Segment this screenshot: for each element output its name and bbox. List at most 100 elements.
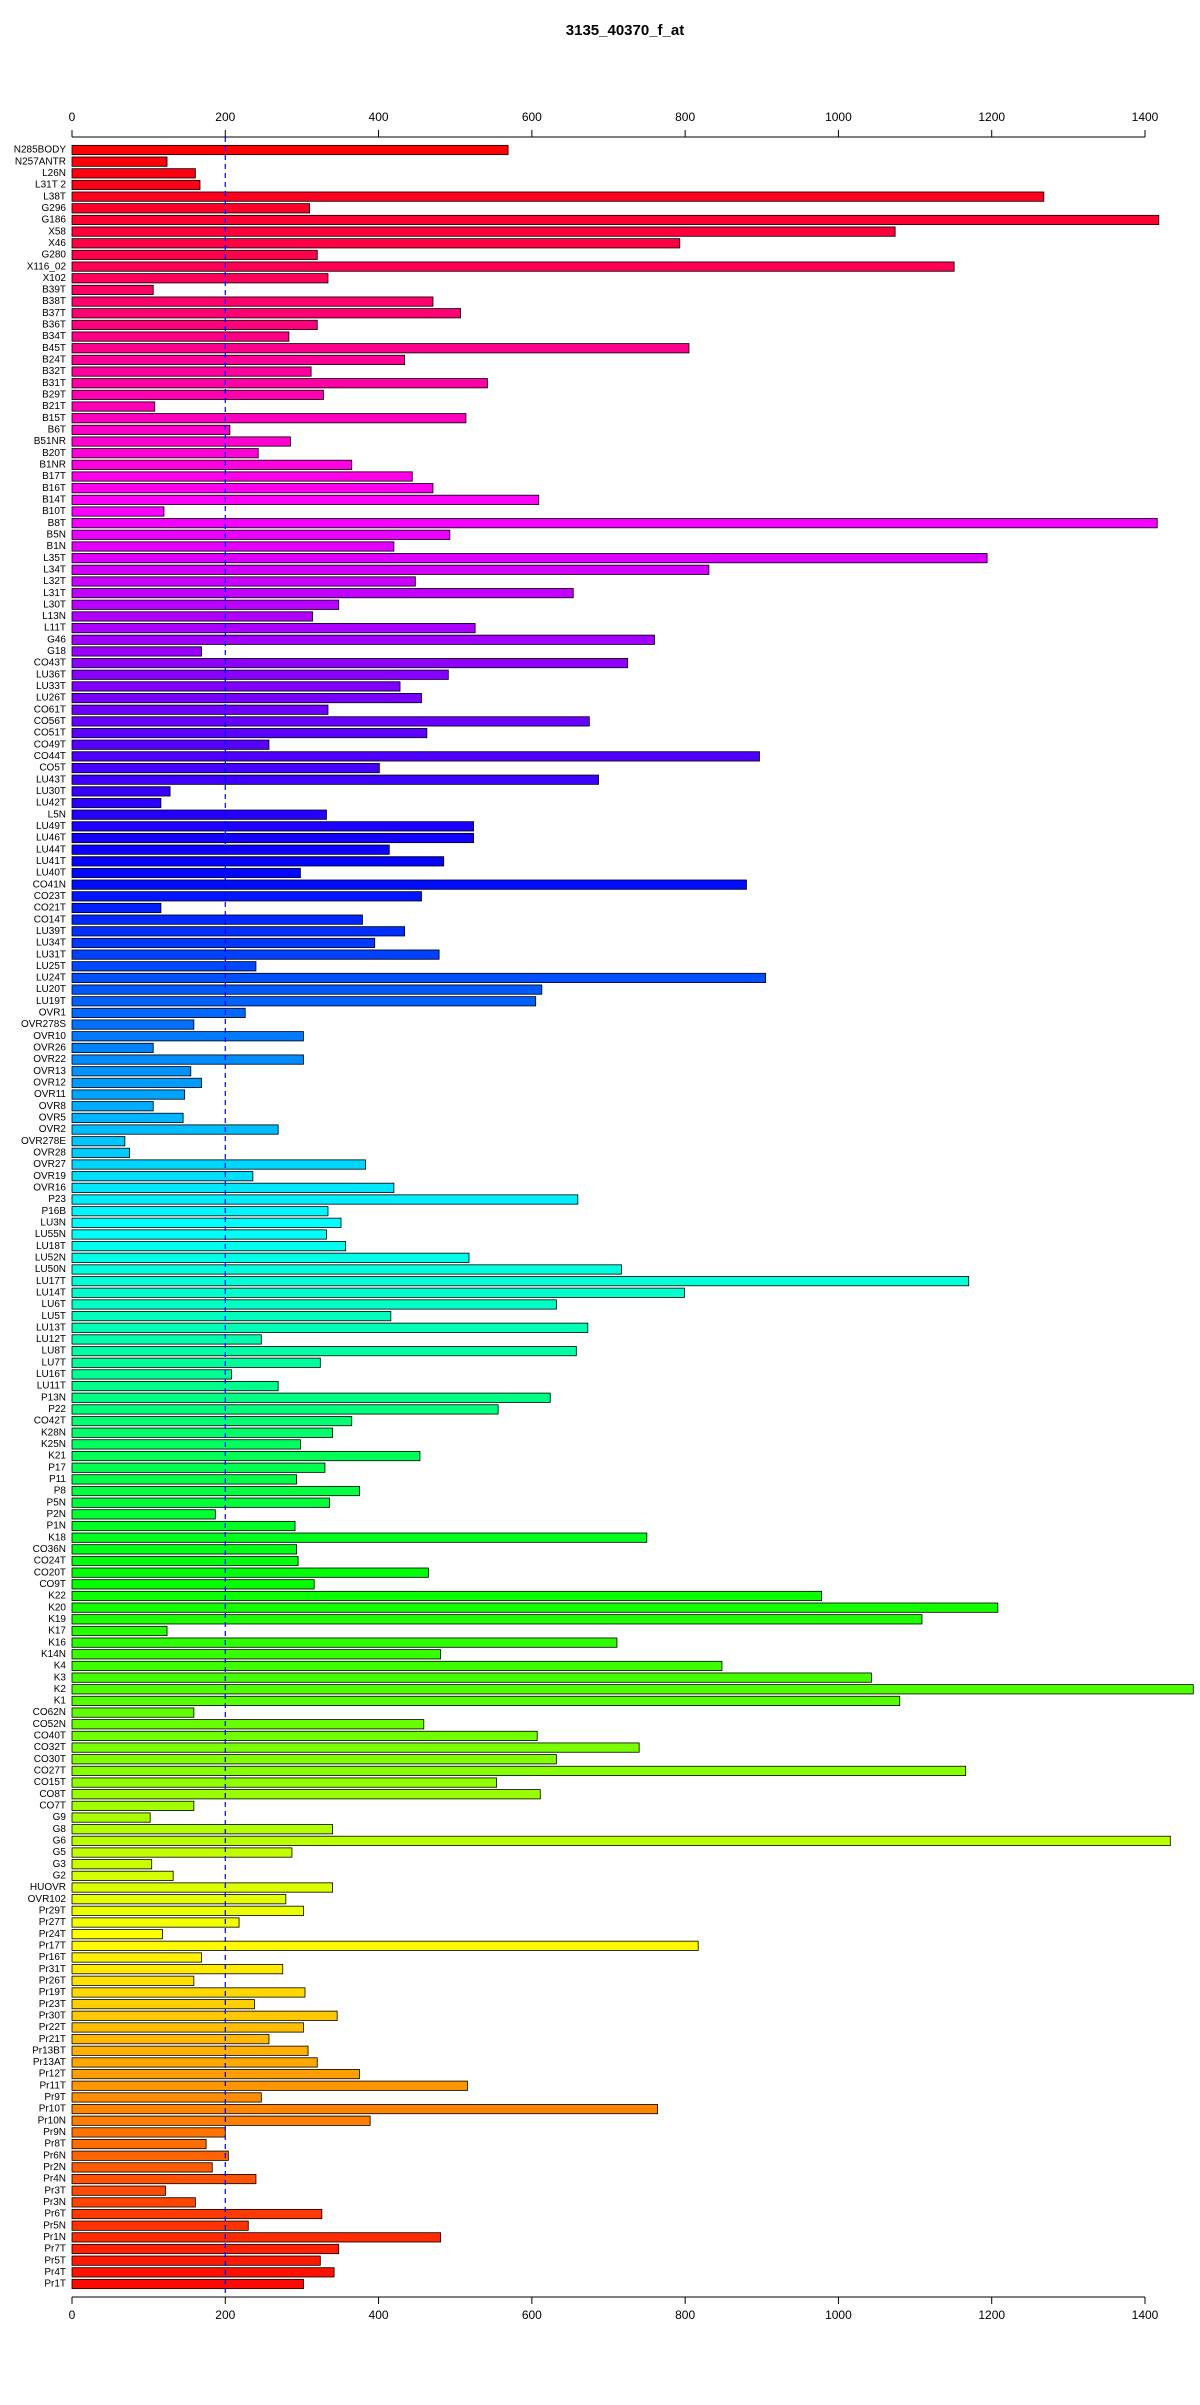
bar [71,1579,315,1590]
bar [71,996,537,1007]
bar [71,1194,579,1205]
bar [71,856,445,867]
bar [71,1765,967,1776]
bar [71,1182,395,1193]
bar [71,809,327,820]
bar [71,1462,326,1473]
bar [71,343,690,354]
y-tick-label: CO21T [34,903,66,914]
bar [71,902,162,914]
bar [71,1567,429,1578]
y-tick-label: LU31T [36,949,66,960]
y-tick-label: P16B [42,1206,67,1217]
y-tick-label: P23 [48,1194,66,1205]
y-tick-label: LU20T [36,984,66,995]
y-tick-label: Pr27T [39,1917,66,1928]
y-tick-label: L35T [43,553,66,564]
bar [71,1474,297,1485]
bar [71,1299,557,1310]
bar [71,1381,279,1392]
bar [71,1077,202,1088]
bar [71,1019,195,1030]
bar [71,261,955,272]
y-tick-label: CO23T [34,891,66,902]
y-tick-label: L34T [43,564,66,575]
bar [71,2092,262,2103]
bar [71,1509,216,1520]
y-tick-label: L31T 2 [35,180,66,191]
y-tick-label: P8 [54,1486,67,1497]
y-tick-label: LU5T [42,1311,66,1322]
bar [71,1287,685,1298]
y-tick-label: OVR102 [28,1894,67,1905]
y-tick-label: K1 [54,1696,67,1707]
bar [71,1742,640,1753]
y-tick-label: OVR2 [39,1124,67,1135]
y-tick-label: Pr30T [39,2010,66,2021]
x-tick-label: 1000 [825,2308,852,2322]
y-tick-label: CO5T [39,763,66,774]
y-tick-label: Pr7T [44,2244,66,2255]
bar [71,203,310,214]
y-tick-label: LU8T [42,1346,66,1357]
y-tick-label: LU40T [36,868,66,879]
bar [71,1229,327,1240]
bar [71,2185,166,2196]
y-tick-label: B34T [42,331,66,342]
y-tick-label: CO14T [34,914,66,925]
y-tick-label: L13N [42,611,66,622]
bar [71,471,413,482]
y-tick-label: P13N [41,1392,66,1403]
bar [71,494,540,505]
y-tick-label: B15T [42,413,66,424]
y-tick-label: B39T [42,285,66,296]
bar [71,972,767,984]
x-tick-label: 1000 [825,110,852,124]
y-tick-label: Pr3N [43,2197,66,2208]
bar [71,2022,304,2033]
x-tick-label: 800 [675,110,695,124]
bar [71,1532,648,1543]
x-tick-label: 0 [69,110,76,124]
bar [71,238,681,249]
bar [71,1614,923,1625]
bar [71,2069,360,2080]
bar [71,401,156,412]
y-tick-label: Pr9N [43,2127,66,2138]
y-tick-label: B45T [42,343,66,354]
y-tick-label: Pr8T [44,2139,66,2150]
bar [71,891,422,902]
bar [71,2150,229,2161]
bar [71,1649,442,1660]
y-tick-label: LU6T [42,1299,66,1310]
y-tick-label: OVR28 [33,1148,66,1159]
y-tick-label: Pr23T [39,1999,66,2010]
bar [71,821,475,832]
y-tick-label: Pr5T [44,2255,66,2266]
bar [71,1427,333,1438]
y-tick-label: LU19T [36,996,66,1007]
y-tick-label: G46 [47,634,66,645]
y-tick-label: B1N [47,541,66,552]
y-tick-label: CO7T [39,1801,66,1812]
y-tick-label: K20 [48,1602,66,1613]
y-tick-label: CO52N [33,1719,66,1730]
y-tick-label: LU26T [36,693,66,704]
y-tick-label: B6T [48,425,66,436]
y-tick-label: P22 [48,1404,66,1415]
bar [71,2162,213,2173]
bar [71,2243,340,2255]
y-tick-label: B36T [42,320,66,331]
bar [71,1824,333,1835]
bar [71,693,422,704]
bar [71,1171,254,1182]
y-tick-label: K19 [48,1614,66,1625]
bar [71,413,467,424]
y-tick-label: K4 [54,1661,67,1672]
bar [71,2010,338,2021]
bar [71,867,301,879]
bar [71,1544,297,1555]
y-tick-label: CO36N [33,1544,66,1555]
y-tick-label: OVR27 [33,1159,66,1170]
y-tick-label: CO49T [34,739,66,750]
